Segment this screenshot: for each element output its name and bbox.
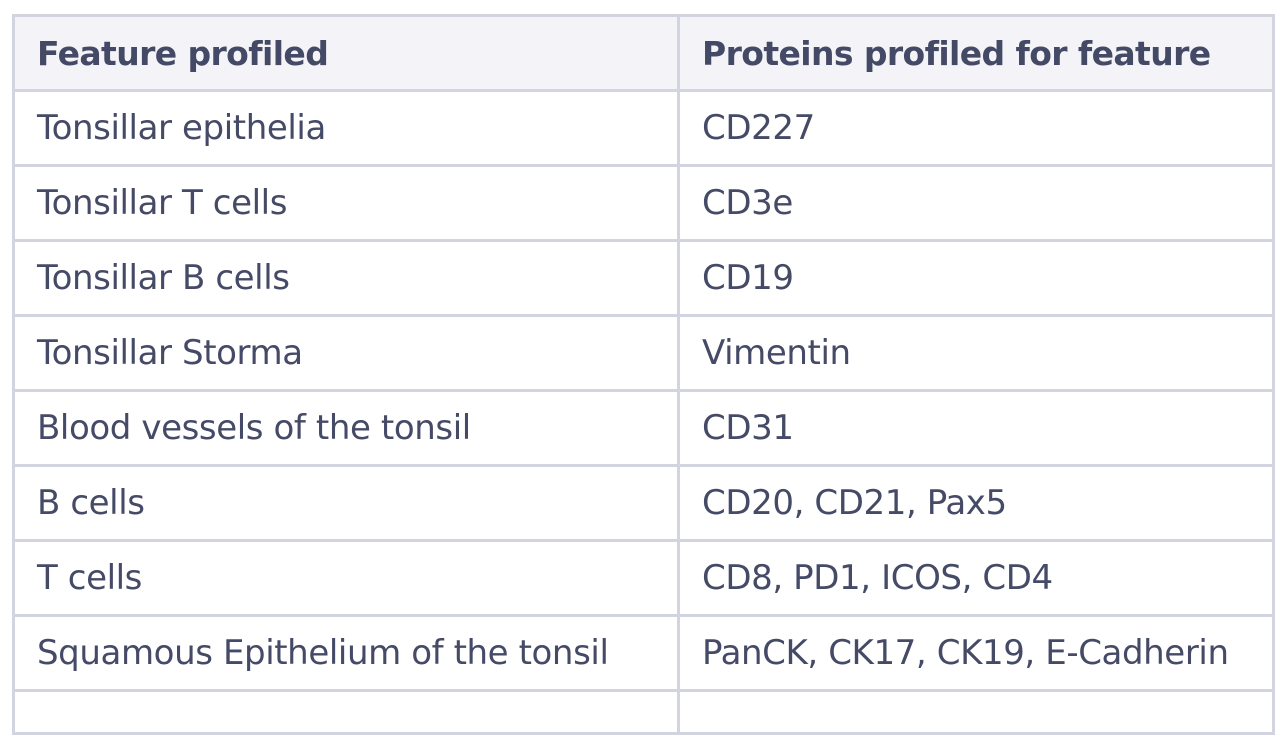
proteins-cell-empty — [677, 689, 1275, 735]
table-row: Squamous Epithelium of the tonsil PanCK,… — [12, 614, 1275, 692]
table-row: Tonsillar B cells CD19 — [12, 239, 1275, 317]
feature-cell: Tonsillar epithelia — [12, 89, 680, 167]
proteins-cell: CD20, CD21, Pax5 — [677, 464, 1275, 542]
table-row-partial — [12, 689, 1275, 735]
feature-cell: B cells — [12, 464, 680, 542]
header-proteins-profiled: Proteins profiled for feature — [677, 14, 1275, 92]
proteins-cell: CD31 — [677, 389, 1275, 467]
table-row: Tonsillar T cells CD3e — [12, 164, 1275, 242]
feature-cell: Tonsillar Storma — [12, 314, 680, 392]
feature-cell: Tonsillar B cells — [12, 239, 680, 317]
features-table: Feature profiled Proteins profiled for f… — [12, 14, 1275, 735]
feature-cell: Squamous Epithelium of the tonsil — [12, 614, 680, 692]
proteins-cell: CD227 — [677, 89, 1275, 167]
feature-cell: Blood vessels of the tonsil — [12, 389, 680, 467]
proteins-cell: CD8, PD1, ICOS, CD4 — [677, 539, 1275, 617]
proteins-cell: Vimentin — [677, 314, 1275, 392]
table-header-row: Feature profiled Proteins profiled for f… — [12, 14, 1275, 92]
proteins-cell: CD3e — [677, 164, 1275, 242]
proteins-cell: PanCK, CK17, CK19, E-Cadherin — [677, 614, 1275, 692]
table-row: Tonsillar Storma Vimentin — [12, 314, 1275, 392]
feature-cell: T cells — [12, 539, 680, 617]
feature-cell-empty — [12, 689, 680, 735]
feature-cell: Tonsillar T cells — [12, 164, 680, 242]
table-row: T cells CD8, PD1, ICOS, CD4 — [12, 539, 1275, 617]
table-row: Blood vessels of the tonsil CD31 — [12, 389, 1275, 467]
proteins-cell: CD19 — [677, 239, 1275, 317]
table-row: Tonsillar epithelia CD227 — [12, 89, 1275, 167]
table-container: Feature profiled Proteins profiled for f… — [12, 14, 1275, 735]
header-feature-profiled: Feature profiled — [12, 14, 680, 92]
table-row: B cells CD20, CD21, Pax5 — [12, 464, 1275, 542]
